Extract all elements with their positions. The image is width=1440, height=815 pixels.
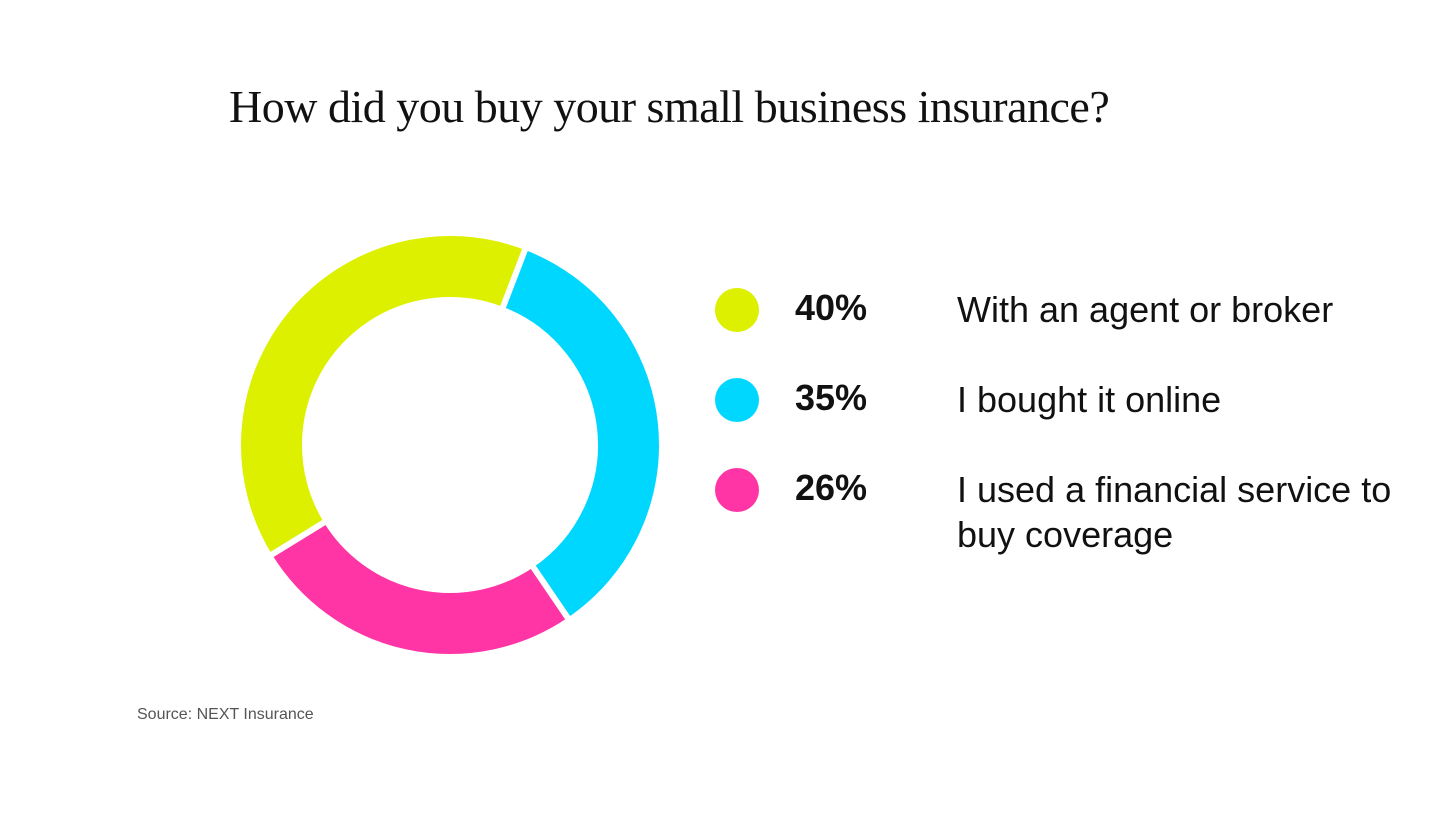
legend-percent-financial: 26%: [795, 467, 868, 508]
legend-item-financial: 26% I used a financial service to buy co…: [715, 465, 1415, 555]
slice-agent: [235, 230, 530, 561]
donut-chart: [235, 230, 665, 660]
legend-label-financial: I used a financial service to buy covera…: [957, 469, 1392, 555]
legend-swatch-financial: [715, 468, 759, 512]
legend: 40% With an agent or broker 35% I bought…: [715, 285, 1415, 555]
slice-online: [498, 243, 665, 625]
legend-swatch-agent: [715, 288, 759, 332]
legend-label-agent: With an agent or broker: [957, 289, 1334, 330]
legend-swatch-online: [715, 378, 759, 422]
legend-percent-online: 35%: [795, 377, 868, 418]
chart-title: How did you buy your small business insu…: [229, 81, 1110, 132]
slice-financial: [265, 516, 574, 660]
legend-percent-agent: 40%: [795, 287, 868, 328]
legend-label-online: I bought it online: [957, 379, 1222, 420]
source-note: Source: NEXT Insurance: [137, 706, 314, 723]
legend-item-agent: 40% With an agent or broker: [715, 285, 1415, 375]
legend-item-online: 35% I bought it online: [715, 375, 1415, 465]
